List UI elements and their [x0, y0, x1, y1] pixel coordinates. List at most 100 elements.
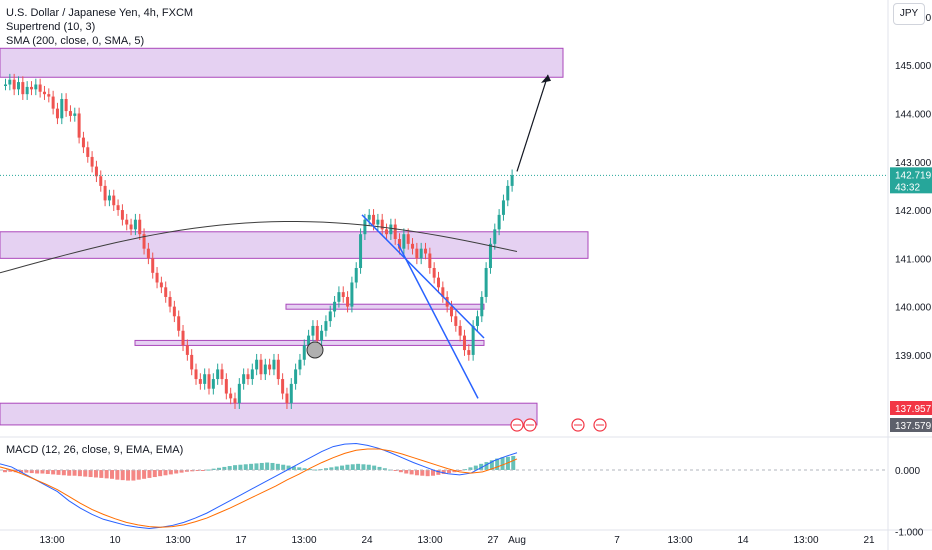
candle-body — [298, 359, 302, 370]
time-tick-label: 17 — [235, 535, 247, 546]
candle-body — [229, 393, 233, 399]
time-tick-label: 27 — [487, 535, 499, 546]
macd-histogram-bar — [238, 464, 243, 470]
macd-histogram-bar — [431, 470, 435, 476]
candle-body — [64, 98, 68, 112]
projection-arrowhead — [541, 74, 551, 83]
time-tick-label: 10 — [109, 535, 121, 546]
macd-histogram-bar — [19, 470, 24, 473]
macd-histogram-bar — [77, 470, 82, 477]
candle-body — [402, 234, 406, 249]
candle-body — [415, 248, 419, 259]
price-tick-label: 141.000 — [895, 254, 932, 265]
candle-body — [94, 166, 98, 177]
macd-histogram-bar — [270, 462, 275, 470]
candle-body — [77, 113, 81, 138]
candle-body — [471, 325, 475, 355]
sr-zone — [285, 303, 485, 310]
macd-histogram-bar — [468, 467, 473, 470]
macd-histogram-bar — [409, 470, 414, 475]
last-price-label: 142.719 — [895, 170, 932, 181]
macd-histogram-bar — [40, 470, 45, 474]
candle-body — [38, 84, 42, 92]
candle-body — [12, 79, 16, 90]
candle-body — [172, 306, 176, 317]
macd-histogram-bar — [457, 470, 462, 471]
sma-legend[interactable]: SMA (200, close, 0, SMA, 5) — [6, 35, 145, 47]
candle-body — [116, 205, 120, 211]
macd-histogram-bar — [227, 466, 232, 470]
time-tick-label: Aug — [508, 535, 526, 546]
sr-zone — [0, 231, 589, 259]
macd-histogram-bar — [83, 470, 88, 477]
macd-histogram-bar — [259, 462, 264, 470]
candle-body — [475, 316, 479, 326]
macd-histogram-bar — [505, 456, 510, 470]
candle-body — [354, 267, 358, 283]
macd-histogram-bar — [382, 468, 387, 470]
candle-body — [480, 296, 484, 317]
macd-histogram-bar — [142, 470, 147, 479]
price-tick-label: 145.000 — [895, 61, 932, 72]
macd-histogram-bar — [120, 470, 125, 481]
candle-body — [224, 379, 228, 394]
macd-histogram-bar — [447, 470, 452, 474]
candle-body — [294, 369, 298, 384]
macd-histogram-bar — [291, 466, 296, 470]
candle-body — [42, 91, 46, 95]
candle-body — [181, 330, 185, 346]
candle-body — [281, 379, 285, 394]
macd-histogram-bar — [297, 467, 302, 470]
candle-body — [237, 383, 241, 404]
macd-histogram-bar — [345, 464, 350, 470]
marker-circle — [306, 341, 324, 359]
macd-histogram-bar — [350, 464, 355, 470]
candle-body — [389, 224, 393, 235]
candle-body — [142, 234, 146, 249]
candle-body — [146, 248, 150, 259]
macd-histogram-bar — [356, 463, 361, 470]
candle-body — [493, 229, 497, 244]
candle-body — [406, 234, 410, 244]
macd-histogram-bar — [484, 462, 489, 470]
macd-histogram-bar — [222, 466, 227, 470]
candle-body — [164, 287, 168, 297]
macd-histogram-bar — [72, 470, 77, 476]
macd-line — [0, 443, 518, 530]
candle-body — [337, 292, 341, 302]
price-tick-label: 144.000 — [895, 109, 932, 120]
macd-legend[interactable]: MACD (12, 26, close, 9, EMA, EMA) — [6, 444, 184, 456]
macd-histogram-bar — [281, 464, 286, 470]
sma-line — [0, 220, 518, 274]
candle-body — [259, 359, 263, 375]
candle-body — [307, 335, 311, 346]
candle-body — [250, 369, 254, 380]
candle-body — [68, 111, 72, 116]
macd-tick-label: -1.000 — [895, 528, 924, 539]
price-tick-label: 142.000 — [895, 206, 932, 217]
candle-body — [424, 248, 428, 254]
candle-body — [268, 364, 272, 370]
candle-body — [99, 176, 103, 186]
macd-histogram-bar — [45, 470, 50, 474]
time-tick-label: 13:00 — [793, 535, 818, 546]
time-tick-label: 24 — [361, 535, 373, 546]
macd-histogram-bar — [436, 470, 441, 475]
macd-histogram-bar — [195, 470, 200, 471]
macd-histogram-bar — [511, 455, 516, 470]
macd-histogram-bar — [329, 467, 334, 470]
candle-body — [47, 94, 51, 97]
currency-button[interactable]: JPY — [893, 3, 925, 25]
candle-body — [16, 82, 20, 90]
supertrend-legend[interactable]: Supertrend (10, 3) — [6, 21, 96, 33]
trend-line-upper — [361, 214, 485, 339]
macd-histogram-bar — [61, 470, 66, 476]
macd-histogram-bar — [249, 463, 254, 470]
macd-histogram-bar — [184, 470, 189, 472]
candle-body — [411, 243, 415, 249]
time-tick-label: 14 — [737, 535, 749, 546]
macd-histogram-bar — [99, 470, 104, 478]
candle-body — [510, 175, 514, 186]
time-tick-label: 13:00 — [291, 535, 316, 546]
